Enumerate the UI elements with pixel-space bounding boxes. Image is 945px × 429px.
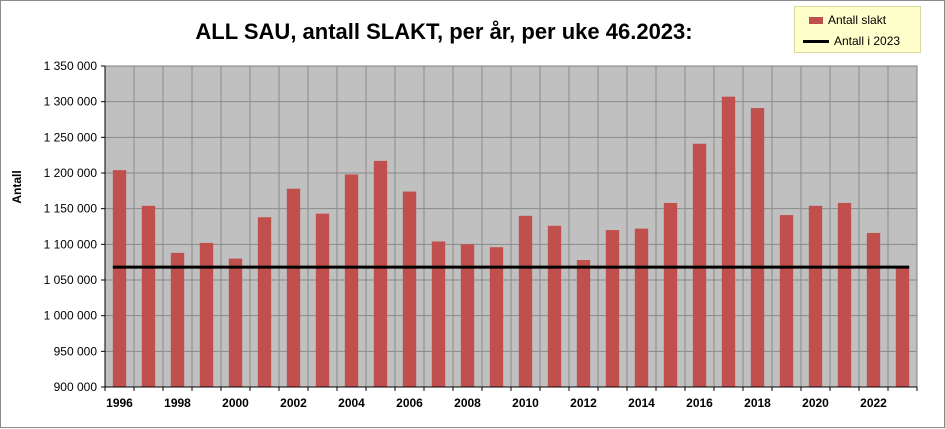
x-tick-label: 1996	[106, 396, 133, 410]
chart-title: ALL SAU, antall SLAKT, per år, per uke 4…	[195, 19, 692, 44]
bar	[837, 202, 852, 387]
x-tick-label: 2022	[860, 396, 887, 410]
bar	[460, 244, 475, 387]
y-tick-label: 1 000 000	[44, 309, 98, 323]
x-tick-label: 2014	[628, 396, 655, 410]
y-tick-label: 1 300 000	[44, 95, 98, 109]
bar	[141, 205, 156, 387]
bar	[257, 217, 272, 387]
y-tick-label: 1 150 000	[44, 202, 98, 216]
y-tick-label: 1 250 000	[44, 130, 98, 144]
bar	[344, 174, 359, 387]
legend: Antall slakt Antall i 2023	[794, 6, 921, 53]
bar	[663, 202, 678, 387]
x-tick-label: 1998	[164, 396, 191, 410]
bar	[315, 213, 330, 387]
bar	[895, 267, 910, 387]
x-tick-label: 2006	[396, 396, 423, 410]
bar	[112, 170, 127, 387]
y-tick-label: 950 000	[54, 344, 98, 358]
legend-label-line: Antall i 2023	[834, 34, 901, 48]
x-tick-label: 2008	[454, 396, 481, 410]
legend-label-bars: Antall slakt	[828, 13, 887, 27]
x-axis: 1996 1998 2000 2002 2004 2006 2008 2010 2012 2014…	[104, 66, 918, 410]
bar	[750, 108, 765, 387]
bar	[808, 205, 823, 387]
bar	[605, 230, 620, 387]
bar	[431, 241, 446, 387]
x-tick-label: 2012	[570, 396, 597, 410]
bar	[402, 191, 417, 387]
x-tick-label: 2000	[222, 396, 249, 410]
y-tick-label: 1 050 000	[44, 273, 98, 287]
bar	[779, 215, 794, 387]
bar	[518, 215, 533, 387]
x-tick-label: 2018	[744, 396, 771, 410]
x-tick-label: 2016	[686, 396, 713, 410]
y-tick-label: 1 200 000	[44, 166, 98, 180]
bar	[170, 252, 185, 387]
y-tick-label: 1 350 000	[44, 59, 98, 73]
legend-item-bars: Antall slakt	[809, 13, 886, 27]
x-tick-label: 2020	[802, 396, 829, 410]
bar	[692, 143, 707, 387]
x-tick-label: 2002	[280, 396, 307, 410]
bar	[721, 96, 736, 387]
legend-swatch-line	[803, 39, 829, 43]
bar	[489, 247, 504, 387]
y-axis: 900 000 950 000 1 000 000 1 050 000 1 100 00…	[44, 59, 105, 394]
bar	[373, 160, 388, 387]
y-tick-label: 1 100 000	[44, 237, 98, 251]
legend-item-line: Antall i 2023	[803, 34, 901, 48]
bar	[576, 260, 591, 387]
bar	[866, 232, 881, 387]
x-tick-label: 2010	[512, 396, 539, 410]
legend-swatch-bar	[809, 16, 823, 24]
y-tick-label: 900 000	[54, 380, 98, 394]
bar	[228, 258, 243, 387]
bar	[286, 188, 301, 387]
bar	[547, 225, 562, 387]
x-tick-label: 2004	[338, 396, 365, 410]
bar	[199, 242, 214, 387]
y-axis-label: Antall	[10, 170, 24, 203]
bar	[634, 228, 649, 387]
